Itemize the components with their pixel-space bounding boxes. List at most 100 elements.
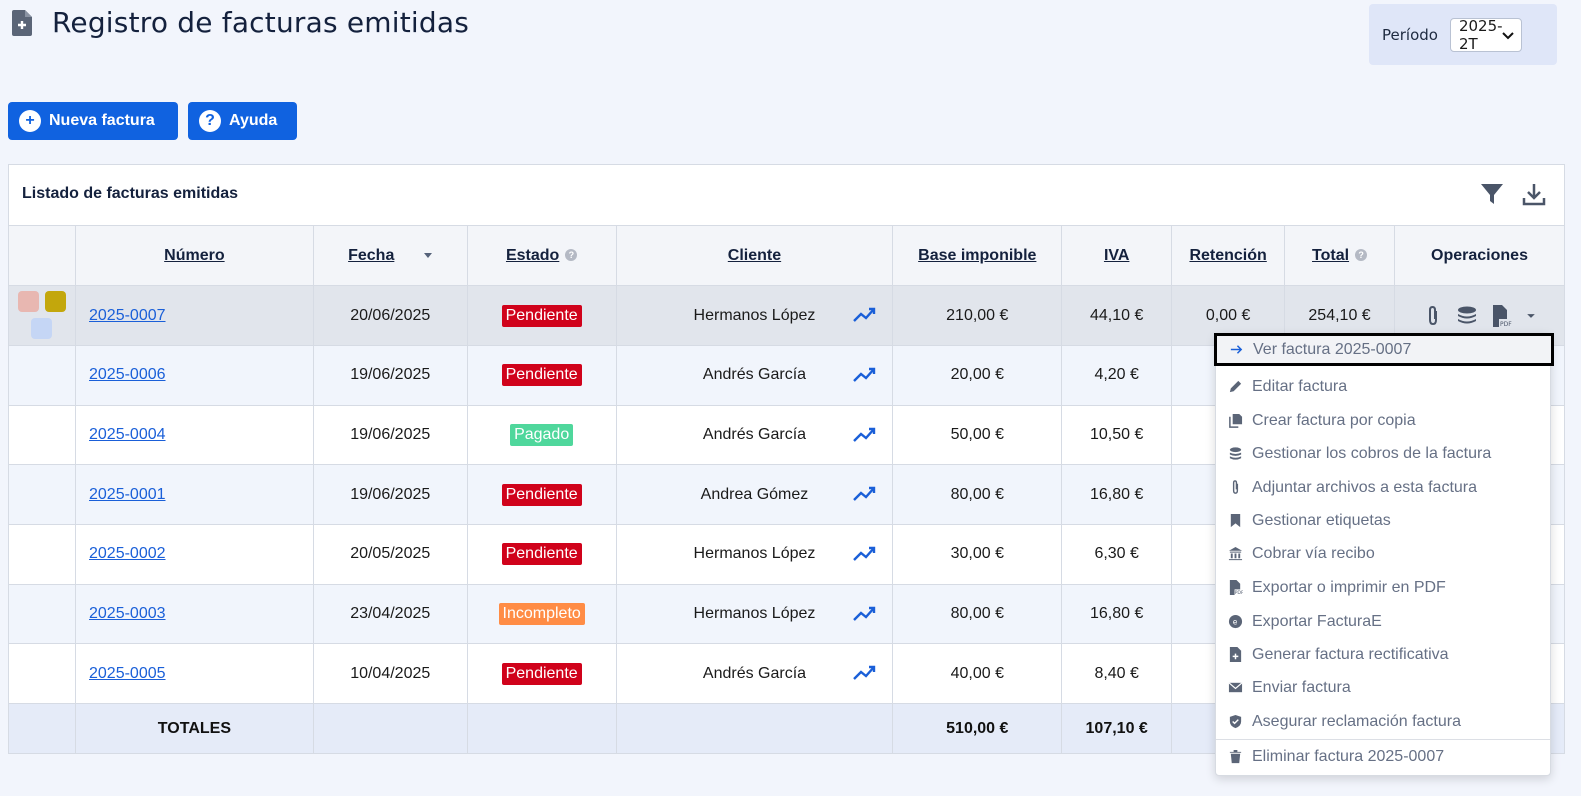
trend-chart-icon[interactable] <box>852 306 876 324</box>
row-tags <box>8 524 76 585</box>
new-invoice-button[interactable]: + Nueva factura <box>8 102 178 140</box>
trend-chart-icon[interactable] <box>852 485 876 503</box>
trend-chart-icon[interactable] <box>852 366 876 384</box>
trend-chart-icon[interactable] <box>852 664 876 682</box>
menu-item-facturae[interactable]: e Exportar FacturaE <box>1216 605 1550 638</box>
col-estado[interactable]: Estado? <box>466 225 617 286</box>
svg-text:PDF: PDF <box>1500 321 1512 327</box>
row-numero[interactable]: 2025-0006 <box>75 345 314 406</box>
row-base: 30,00 € <box>892 524 1063 585</box>
row-tags <box>8 583 76 645</box>
row-fecha: 19/06/2025 <box>312 464 468 526</box>
invoice-number-link[interactable]: 2025-0004 <box>89 426 166 444</box>
coins-icon[interactable] <box>1456 305 1478 327</box>
caret-down-icon[interactable] <box>1524 305 1538 327</box>
col-cliente[interactable]: Cliente <box>615 225 894 286</box>
col-cliente-label[interactable]: Cliente <box>727 246 782 264</box>
client-name: Hermanos López <box>693 605 816 623</box>
invoice-actions-menu: Ver factura 2025-0007 Editar factura Crear… <box>1214 333 1554 776</box>
menu-item-arrow-right[interactable]: Ver factura 2025-0007 <box>1214 333 1554 366</box>
col-fecha[interactable]: Fecha <box>312 225 468 286</box>
row-operations: PDF <box>1395 304 1564 327</box>
menu-item-label: Cobrar vía recibo <box>1252 544 1375 562</box>
shield-icon <box>1229 714 1242 729</box>
row-estado: Pendiente <box>466 345 617 406</box>
row-tags <box>8 345 76 406</box>
row-numero[interactable]: 2025-0002 <box>75 524 314 585</box>
panel-title: Listado de facturas emitidas <box>22 185 239 202</box>
col-fecha-label[interactable]: Fecha <box>348 246 395 264</box>
menu-item-label: Ver factura 2025-0007 <box>1253 340 1412 358</box>
col-total[interactable]: Total? <box>1284 225 1396 286</box>
col-retencion[interactable]: Retención <box>1171 225 1286 286</box>
col-numero-label[interactable]: Número <box>164 246 225 264</box>
menu-item-copy[interactable]: Crear factura por copia <box>1216 404 1550 437</box>
col-total-label[interactable]: Total <box>1312 246 1350 264</box>
totals-iva: 107,10 € <box>1061 703 1173 755</box>
paperclip-icon[interactable] <box>1422 305 1444 327</box>
page-title: Registro de facturas emitidas <box>52 6 470 39</box>
trend-chart-icon[interactable] <box>852 605 876 623</box>
menu-item-pdf[interactable]: PDF Exportar o imprimir en PDF <box>1216 571 1550 604</box>
row-numero[interactable]: 2025-0004 <box>75 404 314 466</box>
row-iva: 16,80 € <box>1061 583 1173 645</box>
download-icon[interactable] <box>1522 182 1546 206</box>
help-button[interactable]: ? Ayuda <box>188 102 297 140</box>
menu-item-bookmark[interactable]: Gestionar etiquetas <box>1216 504 1550 537</box>
row-cliente: Hermanos López <box>615 285 894 346</box>
col-retencion-label[interactable]: Retención <box>1189 246 1267 264</box>
invoice-number-link[interactable]: 2025-0002 <box>89 545 166 563</box>
help-icon[interactable]: ? <box>565 249 578 262</box>
invoice-number-link[interactable]: 2025-0006 <box>89 366 166 384</box>
totals-fecha <box>312 703 468 755</box>
menu-item-bank[interactable]: Cobrar vía recibo <box>1216 537 1550 570</box>
menu-item-paperclip[interactable]: Adjuntar archivos a esta factura <box>1216 471 1550 504</box>
col-base-label[interactable]: Base imponible <box>918 246 1037 264</box>
menu-item-envelope[interactable]: Enviar factura <box>1216 671 1550 704</box>
row-estado: Pendiente <box>466 643 617 705</box>
pdf-icon[interactable]: PDF <box>1490 304 1512 327</box>
file-plus-icon <box>1229 647 1242 662</box>
table-row[interactable]: 2025-0003 23/04/2025 Incompleto Hermanos Ló… <box>8 583 1565 645</box>
col-iva[interactable]: IVA <box>1061 225 1173 286</box>
page-header: Registro de facturas emitidas <box>12 6 469 39</box>
status-badge: Pendiente <box>501 364 582 387</box>
menu-item-trash[interactable]: Eliminar factura 2025-0007 <box>1216 740 1550 773</box>
menu-item-pencil[interactable]: Editar factura <box>1216 370 1550 403</box>
col-base[interactable]: Base imponible <box>892 225 1063 286</box>
totals-base: 510,00 € <box>892 703 1063 755</box>
invoice-number-link[interactable]: 2025-0007 <box>89 306 166 324</box>
menu-item-coins[interactable]: Gestionar los cobros de la factura <box>1216 437 1550 470</box>
row-numero[interactable]: 2025-0001 <box>75 464 314 526</box>
svg-text:e: e <box>1233 617 1238 626</box>
invoice-number-link[interactable]: 2025-0005 <box>89 664 166 682</box>
invoice-number-link[interactable]: 2025-0001 <box>89 485 166 503</box>
menu-item-label: Gestionar los cobros de la factura <box>1252 444 1492 462</box>
help-icon[interactable]: ? <box>1355 249 1368 262</box>
row-numero[interactable]: 2025-0005 <box>75 643 314 705</box>
menu-item-file-plus[interactable]: Generar factura rectificativa <box>1216 638 1550 671</box>
col-numero[interactable]: Número <box>75 225 314 286</box>
period-select[interactable]: 2025-2T <box>1449 16 1522 53</box>
row-base: 80,00 € <box>892 464 1063 526</box>
col-estado-label[interactable]: Estado <box>505 246 560 264</box>
row-cliente: Andrés García <box>615 643 894 705</box>
row-estado: Pendiente <box>466 285 617 346</box>
invoice-number-link[interactable]: 2025-0003 <box>89 605 166 623</box>
menu-divider <box>1216 739 1550 740</box>
trend-chart-icon[interactable] <box>852 426 876 444</box>
svg-text:PDF: PDF <box>1235 590 1243 595</box>
status-badge: Pagado <box>510 424 574 447</box>
trend-chart-icon[interactable] <box>852 545 876 563</box>
arrow-right-icon <box>1230 345 1243 354</box>
period-value: 2025-2T <box>1458 16 1503 53</box>
filter-icon[interactable] <box>1480 182 1504 206</box>
row-fecha: 20/06/2025 <box>312 285 468 346</box>
row-numero[interactable]: 2025-0007 <box>75 285 314 346</box>
row-numero[interactable]: 2025-0003 <box>75 583 314 645</box>
menu-item-shield[interactable]: Asegurar reclamación factura <box>1216 705 1550 738</box>
col-iva-label[interactable]: IVA <box>1103 246 1130 264</box>
question-circle-icon: ? <box>199 110 221 132</box>
row-cliente: Hermanos López <box>615 583 894 645</box>
row-tags <box>8 643 76 705</box>
